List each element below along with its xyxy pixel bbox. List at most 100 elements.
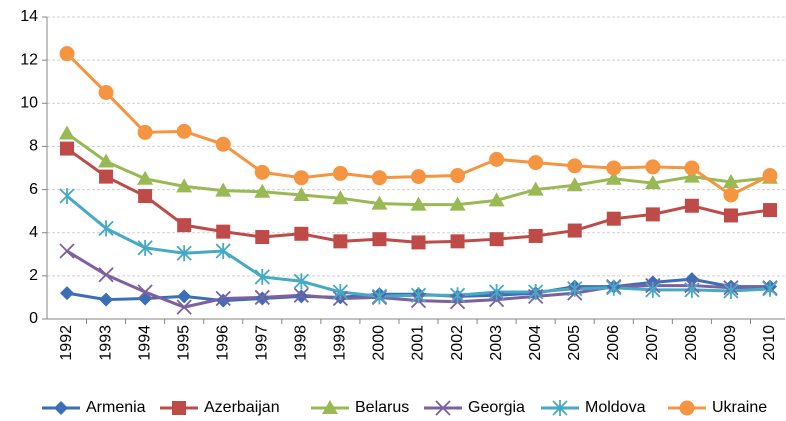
marker [763,203,777,218]
marker [333,234,348,249]
x-tick-label: 1996 [214,325,231,361]
marker [684,281,700,298]
series-line [66,132,771,207]
x-tick-label: 2008 [683,325,700,361]
x-tick-label: 1992 [58,325,75,361]
marker [605,170,622,185]
marker [215,182,232,197]
marker [566,177,583,192]
marker [98,153,115,168]
x-tick-label: 2001 [410,325,427,361]
marker [371,170,387,186]
marker [59,243,75,259]
marker [371,195,388,210]
x-tick-label: 2009 [722,325,739,361]
legend-entry: Azerbaijan [160,399,280,416]
marker [567,280,583,297]
legend-label: Armenia [86,399,146,416]
x-tick-label: 1998 [293,325,310,361]
y-tick-label: 14 [20,8,38,25]
marker [255,230,270,245]
marker [450,234,465,249]
marker [137,124,153,140]
marker [216,224,231,239]
marker [372,232,387,247]
y-tick-label: 4 [29,224,38,241]
y-tick-label: 10 [20,95,38,112]
marker [567,223,582,238]
marker [332,165,348,181]
legend-marker [552,400,568,416]
legend-label: Belarus [355,399,409,416]
legend-entry: Georgia [424,399,525,416]
marker [684,198,699,213]
marker [177,218,192,233]
legend-marker [322,400,338,414]
marker [683,168,700,183]
marker [138,189,153,204]
marker [59,46,75,62]
marker [176,299,192,315]
marker [723,208,738,223]
marker [489,232,504,247]
marker [489,151,505,167]
marker [644,175,661,190]
marker [410,287,427,304]
y-tick-label: 6 [29,181,38,198]
marker [176,123,192,139]
marker [488,284,505,301]
marker [177,289,192,304]
marker [98,220,114,237]
marker [176,245,192,262]
marker [450,168,466,184]
marker [99,292,114,307]
marker [254,183,271,198]
marker [723,282,739,299]
legend-marker [679,400,695,416]
legend-entry: Belarus [311,399,409,416]
marker [98,267,114,283]
marker [254,268,270,285]
marker [332,190,349,205]
marker [411,235,426,250]
x-tick-label: 2007 [644,325,661,361]
marker [645,207,660,222]
x-tick-label: 1995 [175,325,192,361]
marker [137,170,154,185]
y-tick-label: 0 [29,310,38,327]
marker [606,279,622,296]
x-tick-label: 1997 [253,325,270,361]
x-tick-label: 2010 [761,325,778,361]
marker [293,273,309,290]
marker [59,188,75,205]
marker [60,141,74,156]
x-tick-label: 2002 [449,325,466,361]
legend-marker [172,401,186,415]
marker [722,174,739,189]
marker [645,159,661,175]
marker [59,125,75,140]
y-tick-label: 12 [20,51,38,68]
x-tick-label: 2000 [371,325,388,361]
marker [332,284,349,301]
legend-entry: Ukraine [668,399,767,416]
legend-entry: Moldova [541,399,646,416]
marker [684,160,700,176]
x-tick-label: 1999 [332,325,349,361]
marker [567,158,583,174]
marker [293,287,309,303]
marker [371,288,388,305]
marker [294,226,309,241]
marker [723,187,739,203]
marker [60,286,74,301]
marker [528,155,544,171]
legend-marker [435,400,451,416]
marker [293,170,309,186]
series-line [66,147,771,244]
marker [215,243,231,260]
marker [99,169,114,184]
marker [254,289,270,306]
legend-label: Georgia [468,399,525,416]
x-tick-label: 2003 [488,325,505,361]
